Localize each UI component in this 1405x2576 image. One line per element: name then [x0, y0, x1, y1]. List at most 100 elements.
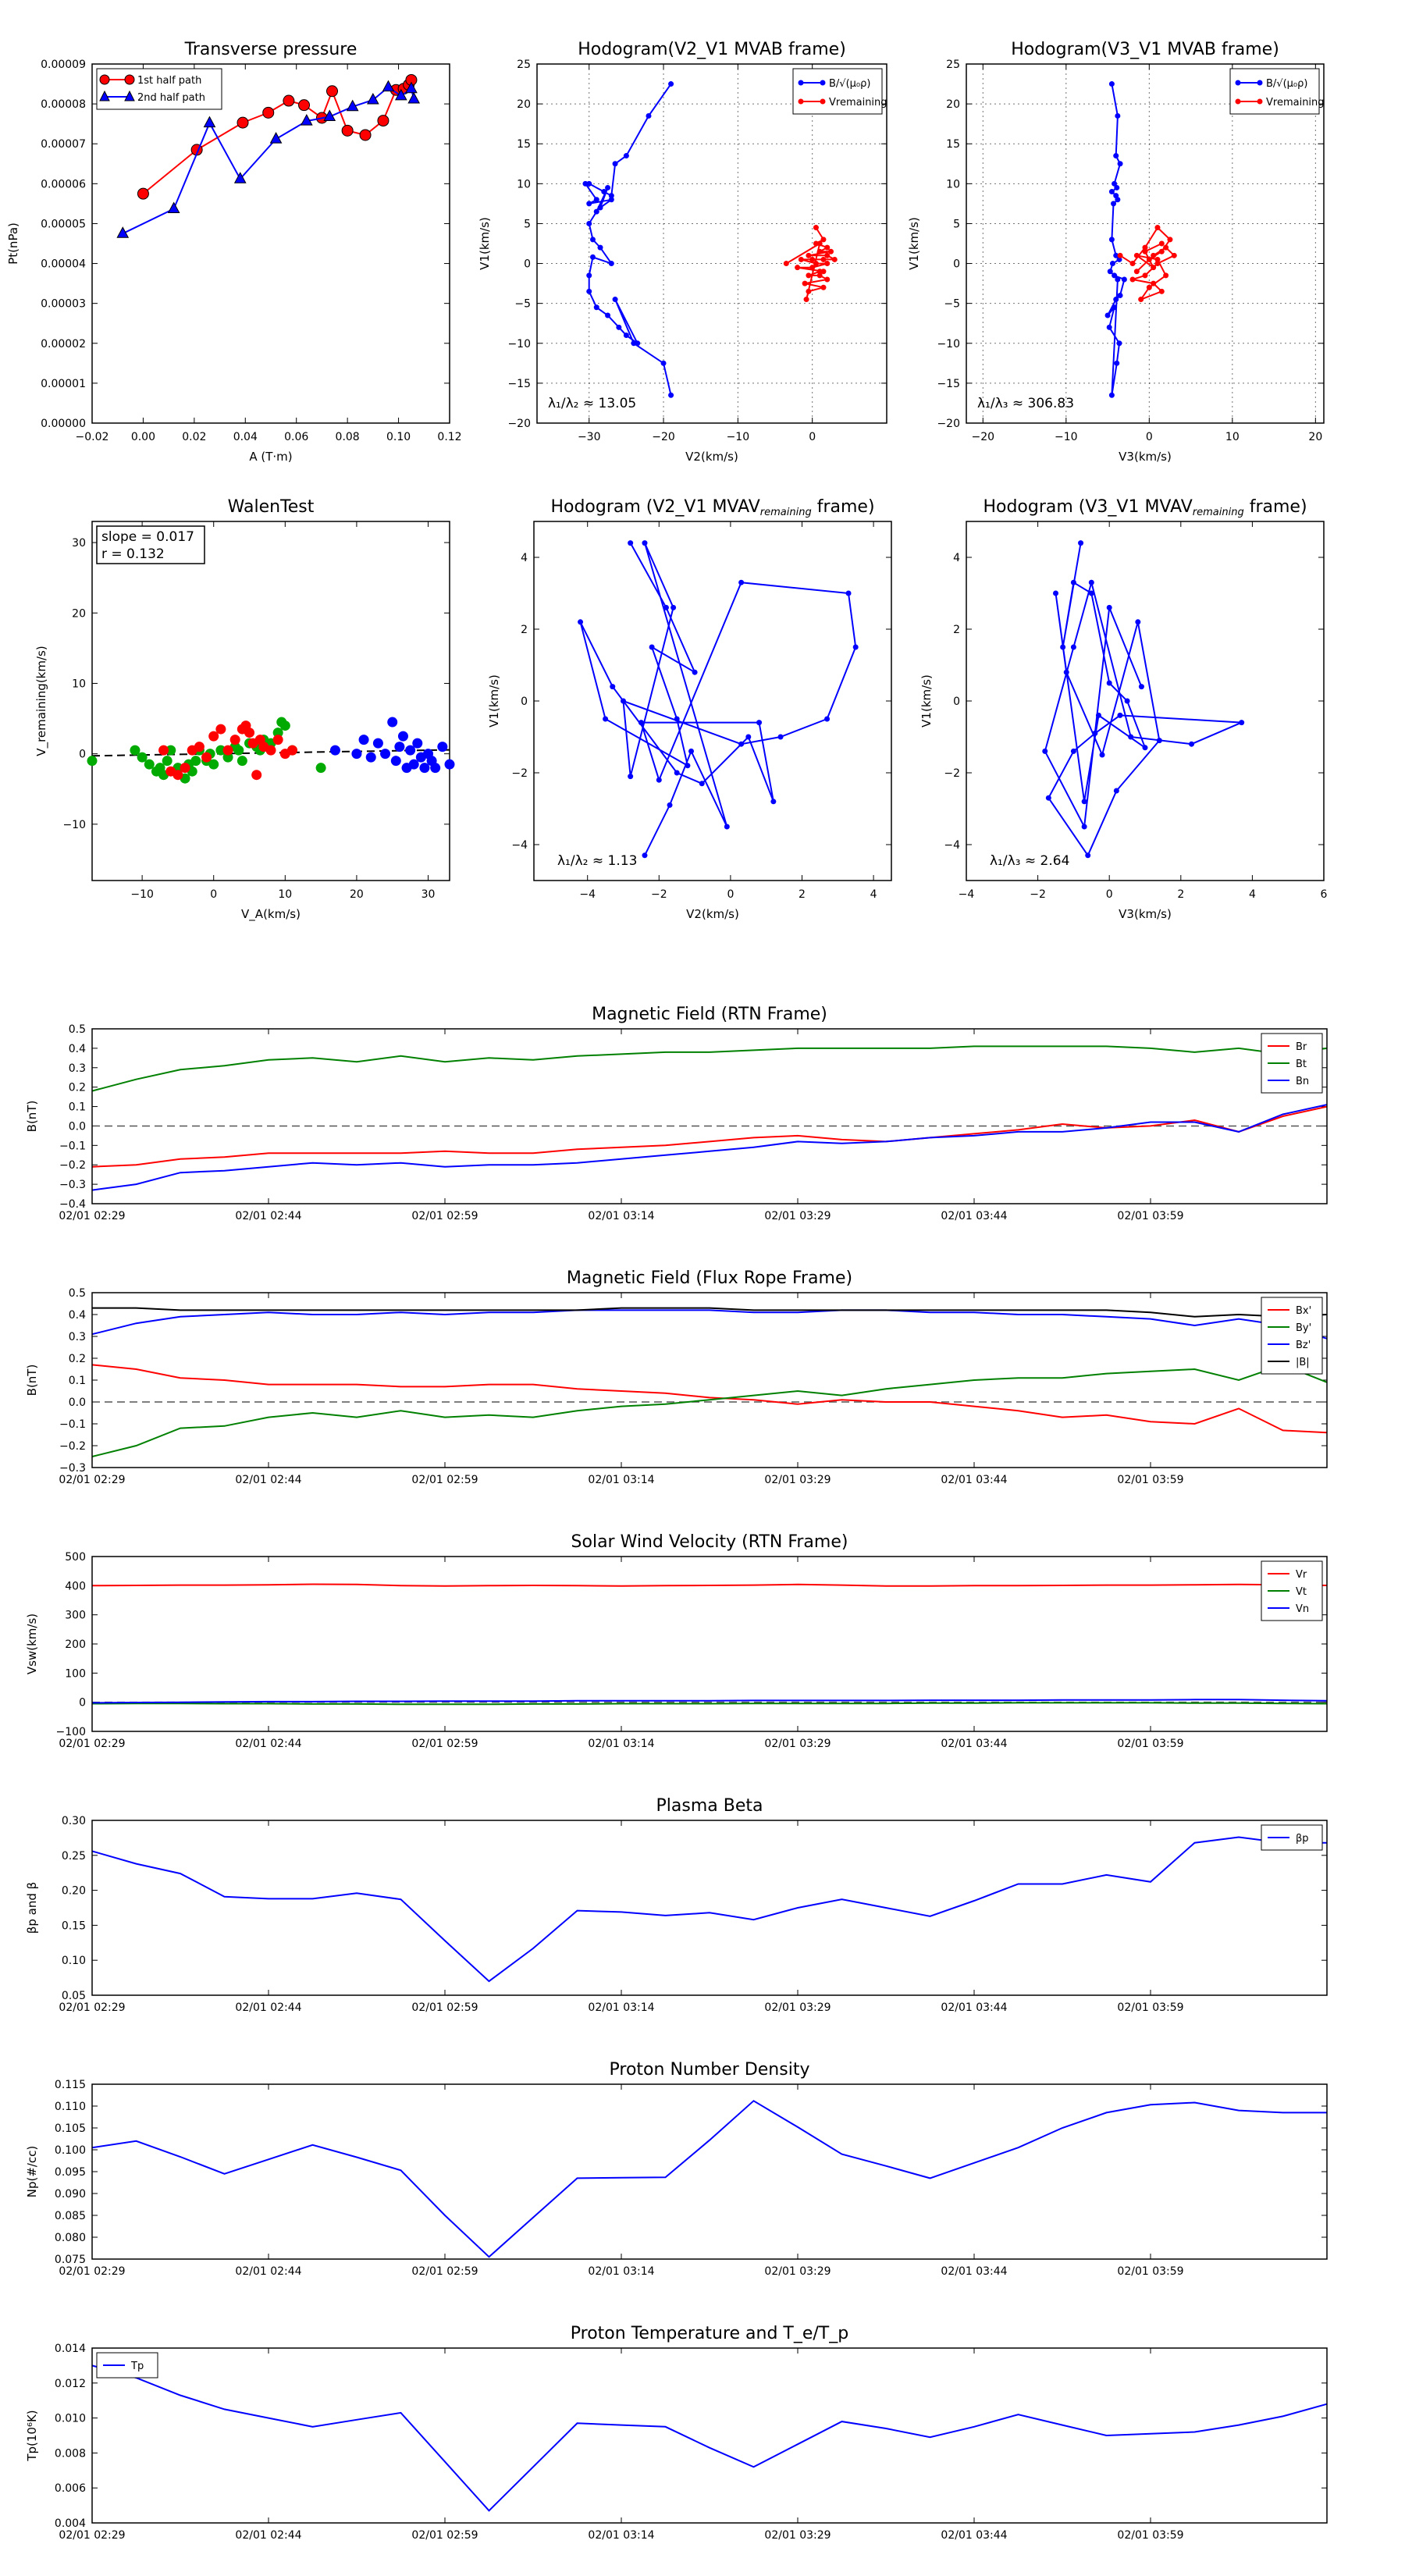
data-point — [1163, 244, 1169, 251]
y-tick-label: 0.20 — [62, 1885, 86, 1898]
series-line — [91, 1699, 1328, 1704]
data-point — [824, 261, 831, 267]
legend-marker — [1257, 98, 1263, 105]
legend-label: |B| — [1296, 1357, 1310, 1368]
data-point — [1099, 752, 1105, 758]
data-point — [269, 132, 283, 144]
x-tick-label: 02/01 03:29 — [764, 2001, 831, 2014]
y-axis-label: B(nT) — [25, 1101, 39, 1133]
x-tick-label: 02/01 03:59 — [1117, 1474, 1183, 1486]
plot-frame — [91, 1292, 1328, 1468]
legend-label: B/√(μ₀ρ) — [829, 78, 870, 90]
data-point — [87, 756, 98, 767]
data-point — [593, 304, 599, 311]
y-tick-label: 0.105 — [55, 2122, 86, 2135]
plot-frame — [966, 63, 1325, 424]
data-point — [1106, 604, 1112, 610]
y-tick-label: 15 — [517, 138, 531, 151]
data-point — [180, 763, 190, 774]
data-point — [1095, 712, 1101, 718]
data-point — [668, 81, 674, 87]
legend-box — [96, 68, 222, 110]
y-tick-label: −10 — [937, 338, 960, 350]
data-point — [1108, 189, 1115, 195]
legend-marker — [1257, 80, 1263, 86]
y-tick-label: 0.4 — [69, 1043, 86, 1055]
x-axis-label: A (T·m) — [249, 450, 292, 464]
y-tick-label: 0.00002 — [41, 338, 86, 350]
x-axis-label: V3(km/s) — [1119, 450, 1172, 464]
y-tick-label: 0.05 — [62, 1990, 86, 2002]
data-point — [816, 248, 823, 254]
data-point — [408, 759, 419, 770]
data-point — [208, 759, 219, 770]
plot-frame — [91, 1028, 1328, 1204]
chart-hv3: −20 −10 0 10 20 −20 −15 −10 −5 0 5 10 15 20 25 Hodogram… — [907, 40, 1325, 464]
data-point — [806, 252, 812, 258]
x-tick-label: −0.02 — [76, 431, 109, 443]
data-point — [1108, 237, 1115, 243]
data-point — [283, 94, 295, 107]
y-tick-label: 0.15 — [62, 1920, 86, 1932]
data-point — [623, 153, 629, 159]
y-tick-label: 0 — [524, 258, 531, 271]
data-point — [380, 749, 391, 760]
plot-frame — [91, 2347, 1328, 2524]
legend-label: βp — [1296, 1833, 1309, 1845]
y-tick-label: 0.3 — [69, 1062, 86, 1075]
legend-label: Bx' — [1296, 1305, 1311, 1317]
legend-marker — [820, 98, 826, 105]
data-point — [208, 731, 219, 742]
data-point — [831, 256, 838, 262]
data-point — [578, 619, 584, 625]
y-tick-label: 0.00000 — [41, 418, 86, 430]
chart-title: Hodogram (V2_V1 MVAVremaining frame) — [550, 497, 874, 518]
data-point — [828, 248, 834, 254]
data-point — [203, 116, 216, 128]
data-point — [738, 741, 745, 747]
data-point — [1113, 788, 1119, 794]
data-point — [1138, 684, 1144, 690]
data-point — [1156, 738, 1162, 744]
data-point — [1104, 312, 1111, 318]
data-point — [803, 297, 809, 303]
x-tick-label: −2 — [1030, 888, 1046, 901]
data-point — [692, 669, 698, 675]
data-point — [1133, 252, 1140, 258]
data-point — [1107, 269, 1113, 275]
series-line — [91, 1702, 1328, 1706]
chart-title-subscript: remaining — [1193, 507, 1244, 518]
x-tick-label: 02/01 03:14 — [588, 2265, 654, 2278]
data-point — [444, 759, 455, 770]
data-point — [699, 781, 705, 787]
data-point — [1092, 730, 1098, 736]
legend-marker — [99, 90, 110, 101]
data-point — [1128, 734, 1134, 740]
legend-marker — [124, 90, 135, 101]
legend: Tp — [96, 2352, 158, 2379]
y-tick-label: −2 — [944, 767, 960, 780]
data-point — [1078, 540, 1084, 546]
plot-frame — [536, 63, 887, 424]
data-point — [201, 752, 212, 763]
data-point — [390, 756, 401, 767]
data-point — [603, 716, 609, 722]
legend-label: Bn — [1296, 1076, 1309, 1087]
data-point — [341, 124, 354, 137]
series-line — [1119, 226, 1176, 301]
y-axis-label: Np(#/cc) — [25, 2146, 39, 2198]
data-point — [601, 189, 607, 195]
data-point — [802, 280, 808, 286]
y-tick-label: 0.110 — [55, 2101, 86, 2113]
data-point — [430, 763, 441, 774]
data-point — [419, 763, 430, 774]
series-line — [91, 1309, 1328, 1340]
data-point — [1042, 748, 1048, 754]
y-tick-label: 0 — [79, 749, 86, 761]
legend-marker — [1235, 80, 1241, 86]
y-tick-label: 10 — [946, 178, 960, 190]
y-tick-label: −0.3 — [59, 1462, 86, 1475]
data-point — [137, 752, 148, 763]
legend-marker — [1235, 98, 1241, 105]
data-point — [1088, 579, 1094, 585]
